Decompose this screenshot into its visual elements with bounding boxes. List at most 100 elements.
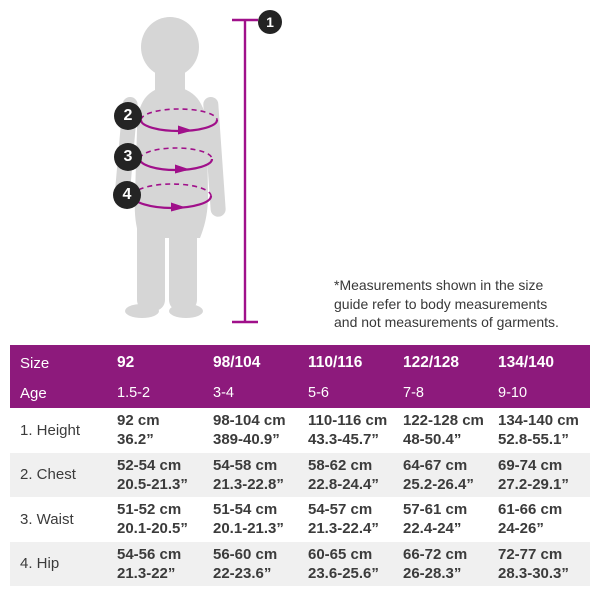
marker-1-height-badge: 1: [258, 10, 282, 34]
cell-cm: 56-60 cm: [213, 545, 278, 563]
table-cell: 69-74 cm 27.2-29.1”: [498, 456, 590, 494]
cell-cm: 98-104 cm: [213, 412, 286, 430]
size-col-header: 98/104: [213, 354, 261, 371]
cell-inches: 52.8-55.1”: [498, 431, 569, 449]
table-cell: 51-54 cm 20.1-21.3”: [213, 500, 308, 538]
table-cell: 54-57 cm 21.3-22.4”: [308, 500, 403, 538]
cell-inches: 20.1-20.5”: [117, 520, 188, 538]
cell-cm: 51-52 cm: [117, 501, 182, 519]
cell-cm: 61-66 cm: [498, 501, 563, 519]
table-cell: 92 cm 36.2”: [117, 411, 213, 449]
cell-inches: 389-40.9”: [213, 431, 280, 449]
table-cell: 64-67 cm 25.2-26.4”: [403, 456, 498, 494]
cell-inches: 21.3-22.4”: [308, 520, 379, 538]
table-cell: 72-77 cm 28.3-30.3”: [498, 545, 590, 583]
table-cell: 57-61 cm 22.4-24”: [403, 500, 498, 538]
cell-inches: 28.3-30.3”: [498, 564, 569, 582]
table-cell: 134-140 cm 52.8-55.1”: [498, 411, 590, 449]
cell-inches: 20.5-21.3”: [117, 475, 188, 493]
table-row-waist: 3. Waist 51-52 cm 20.1-20.5” 51-54 cm 20…: [10, 497, 590, 542]
note-line: and not measurements of garments.: [334, 314, 559, 330]
marker-2-chest-badge: 2: [114, 102, 142, 130]
cell-cm: 60-65 cm: [308, 545, 373, 563]
cell-cm: 64-67 cm: [403, 456, 468, 474]
marker-3-waist-badge: 3: [114, 143, 142, 171]
table-cell: 66-72 cm 26-28.3”: [403, 545, 498, 583]
measurement-figure: 1 2 3 4: [113, 10, 282, 324]
age-header-label: Age: [20, 384, 47, 402]
chest-measure-band: [139, 108, 219, 135]
cell-inches: 36.2”: [117, 431, 154, 449]
cell-inches: 21.3-22”: [117, 564, 176, 582]
size-table-body: 1. Height 92 cm 36.2” 98-104 cm 389-40.9…: [10, 408, 590, 586]
waist-measure-band: [138, 147, 214, 174]
header-age-row: Age 1.5-2 3-4 5-6 7-8 9-10: [10, 378, 590, 408]
table-cell: 56-60 cm 22-23.6”: [213, 545, 308, 583]
cell-cm: 54-56 cm: [117, 545, 182, 563]
cell-cm: 52-54 cm: [117, 456, 182, 474]
size-col-header: 134/140: [498, 354, 555, 371]
cell-cm: 51-54 cm: [213, 501, 278, 519]
table-cell: 58-62 cm 22.8-24.4”: [308, 456, 403, 494]
table-cell: 54-56 cm 21.3-22”: [117, 545, 213, 583]
age-col-header: 5-6: [308, 385, 329, 401]
cell-cm: 57-61 cm: [403, 501, 468, 519]
table-cell: 51-52 cm 20.1-20.5”: [117, 500, 213, 538]
table-row-chest: 2. Chest 52-54 cm 20.5-21.3” 54-58 cm 21…: [10, 452, 590, 497]
child-silhouette: [115, 17, 226, 318]
measurements-note: *Measurements shown in the size guide re…: [334, 276, 564, 332]
note-line: guide refer to body measurements: [334, 295, 548, 312]
cell-cm: 66-72 cm: [403, 545, 468, 563]
size-col-header: 92: [117, 354, 135, 371]
cell-inches: 25.2-26.4”: [403, 475, 474, 493]
size-col-header: 122/128: [403, 354, 460, 371]
cell-cm: 58-62 cm: [308, 456, 373, 474]
table-cell: 60-65 cm 23.6-25.6”: [308, 545, 403, 583]
cell-inches: 24-26”: [498, 520, 544, 538]
size-header-label: Size: [20, 354, 50, 372]
row-label: 2. Chest: [20, 466, 76, 484]
cell-cm: 54-58 cm: [213, 456, 278, 474]
table-row-height: 1. Height 92 cm 36.2” 98-104 cm 389-40.9…: [10, 408, 590, 453]
cell-cm: 54-57 cm: [308, 501, 373, 519]
marker-4-hip-badge: 4: [113, 181, 141, 209]
cell-inches: 22.8-24.4”: [308, 475, 379, 493]
cell-inches: 22.4-24”: [403, 520, 462, 538]
table-cell: 98-104 cm 389-40.9”: [213, 411, 308, 449]
table-row-hip: 4. Hip 54-56 cm 21.3-22” 56-60 cm 22-23.…: [10, 541, 590, 586]
row-label: 1. Height: [20, 421, 81, 439]
table-cell: 61-66 cm 24-26”: [498, 500, 590, 538]
height-measure-line: [232, 18, 258, 324]
age-col-header: 1.5-2: [117, 385, 151, 401]
row-label: 3. Waist: [20, 510, 74, 528]
cell-cm: 92 cm: [117, 412, 160, 430]
cell-inches: 20.1-21.3”: [213, 520, 284, 538]
cell-inches: 43.3-45.7”: [308, 431, 379, 449]
size-table-header: Size 92 98/104 110/116 122/128 134/140 A…: [10, 345, 590, 408]
cell-cm: 122-128 cm: [403, 412, 484, 430]
age-col-header: 9-10: [498, 385, 528, 401]
age-col-header: 7-8: [403, 385, 424, 401]
header-size-row: Size 92 98/104 110/116 122/128 134/140: [10, 348, 590, 378]
row-label: 4. Hip: [20, 555, 60, 573]
cell-cm: 110-116 cm: [308, 412, 388, 430]
age-col-header: 3-4: [213, 385, 234, 401]
cell-inches: 21.3-22.8”: [213, 475, 284, 493]
size-col-header: 110/116: [308, 354, 363, 371]
cell-cm: 134-140 cm: [498, 412, 579, 430]
cell-inches: 23.6-25.6”: [308, 564, 379, 582]
table-cell: 52-54 cm 20.5-21.3”: [117, 456, 213, 494]
cell-inches: 26-28.3”: [403, 564, 462, 582]
size-table: Size 92 98/104 110/116 122/128 134/140 A…: [10, 345, 590, 586]
cell-inches: 22-23.6”: [213, 564, 272, 582]
cell-cm: 69-74 cm: [498, 456, 563, 474]
cell-inches: 48-50.4”: [403, 431, 462, 449]
table-cell: 110-116 cm 43.3-45.7”: [308, 411, 403, 449]
table-cell: 122-128 cm 48-50.4”: [403, 411, 498, 449]
note-line: *Measurements shown in the size: [334, 277, 544, 293]
cell-inches: 27.2-29.1”: [498, 475, 569, 493]
child-silhouette-illustration: [115, 17, 258, 324]
cell-cm: 72-77 cm: [498, 545, 563, 563]
table-cell: 54-58 cm 21.3-22.8”: [213, 456, 308, 494]
